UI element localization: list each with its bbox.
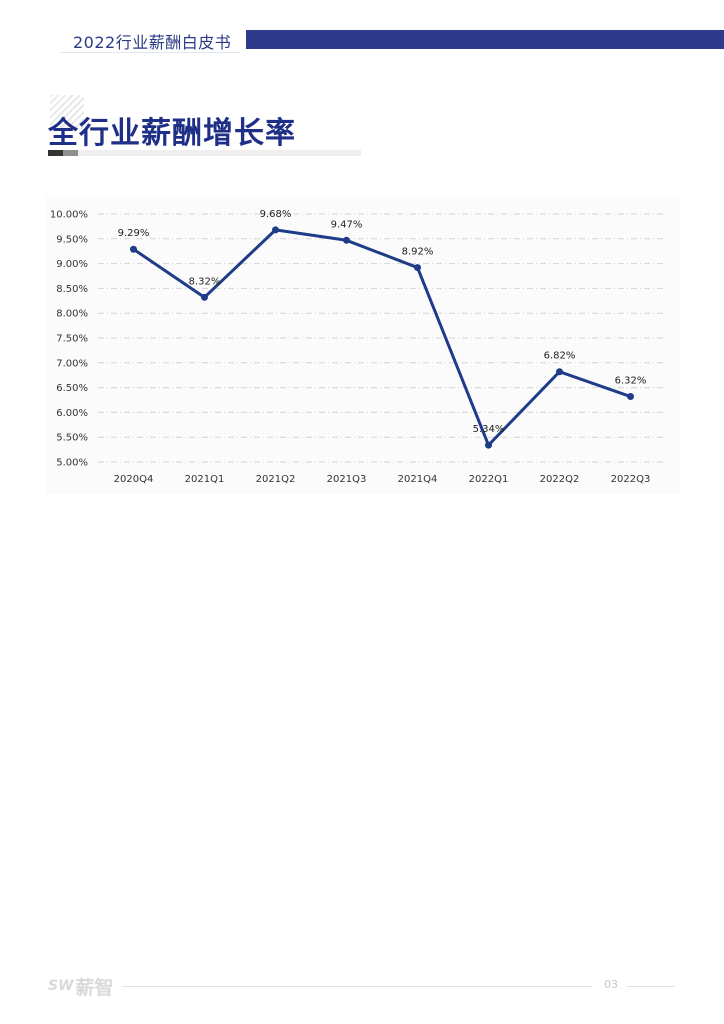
x-tick-label: 2021Q3	[327, 474, 367, 485]
data-point	[201, 293, 208, 301]
data-point	[272, 226, 279, 234]
data-label: 6.32%	[615, 376, 647, 387]
page-number: 03	[604, 978, 618, 991]
series-line	[132, 228, 631, 447]
x-tick-label: 2022Q3	[611, 474, 651, 485]
footer-logo: SW 薪智	[48, 974, 114, 999]
data-label: 9.29%	[118, 228, 150, 239]
data-label: 6.82%	[544, 351, 576, 362]
y-tick-label: 9.00%	[56, 259, 88, 270]
data-point	[130, 245, 137, 253]
data-label: 5.34%	[473, 424, 505, 435]
y-tick-label: 6.00%	[56, 408, 88, 419]
y-tick-label: 8.00%	[56, 309, 88, 320]
header-title: 2022行业薪酬白皮书	[73, 33, 232, 52]
x-tick-label: 2020Q4	[114, 474, 154, 485]
x-tick-label: 2022Q2	[540, 474, 580, 485]
data-point	[485, 441, 492, 449]
y-tick-label: 10.00%	[50, 210, 88, 221]
y-tick-label: 8.50%	[56, 284, 88, 295]
data-point	[556, 368, 563, 376]
y-tick-label: 6.50%	[56, 383, 88, 394]
data-point	[414, 264, 421, 272]
salary-growth-chart: 5.00% 5.50% 6.00% 6.50% 7.00% 7.50% 8.00% 8.50%…	[46, 196, 680, 494]
footer-divider-right	[627, 986, 675, 987]
y-tick-label: 7.00%	[56, 358, 88, 369]
y-tick-label: 5.50%	[56, 433, 88, 444]
x-tick-label: 2021Q4	[398, 474, 438, 485]
x-tick-label: 2021Q1	[185, 474, 225, 485]
section-decoration	[50, 95, 84, 129]
logo-text: 薪智	[75, 976, 114, 999]
footer-divider-left	[122, 986, 592, 987]
data-point	[343, 236, 350, 244]
y-tick-label: 9.50%	[56, 234, 88, 245]
logo-mark: SW	[48, 978, 74, 994]
x-tick-label: 2021Q2	[256, 474, 296, 485]
data-point	[627, 393, 634, 401]
data-label: 8.92%	[402, 247, 434, 258]
data-label: 9.68%	[260, 209, 292, 220]
data-label: 8.32%	[189, 276, 221, 287]
title-underline	[48, 150, 361, 156]
header-divider	[60, 52, 240, 53]
underline-dark-segment	[48, 150, 63, 156]
y-tick-label: 7.50%	[56, 334, 88, 345]
data-label: 9.47%	[331, 219, 363, 230]
y-tick-label: 5.00%	[56, 458, 88, 469]
header-bar	[246, 30, 724, 49]
section-title: 全行业薪酬增长率	[48, 116, 296, 151]
underline-gray-segment	[63, 150, 78, 156]
x-tick-label: 2022Q1	[469, 474, 509, 485]
line-chart-svg: 5.00% 5.50% 6.00% 6.50% 7.00% 7.50% 8.00% 8.50%…	[50, 209, 666, 485]
